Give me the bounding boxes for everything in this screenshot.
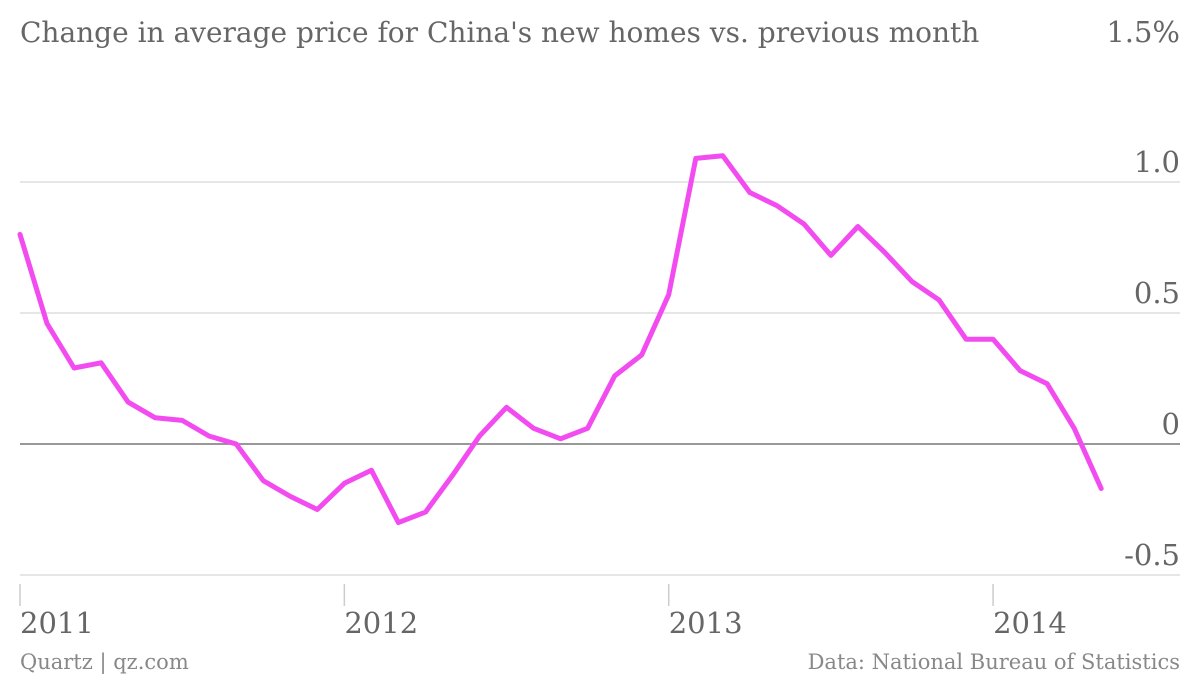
y-tick-label-3: 0 — [1162, 407, 1180, 441]
x-tick-label-2: 2013 — [669, 606, 743, 640]
y-tick-label-1: 1.0 — [1134, 145, 1180, 179]
chart-title: Change in average price for China's new … — [20, 16, 979, 49]
x-tick-label-3: 2014 — [993, 606, 1067, 640]
gridlines — [20, 181, 1180, 576]
y-axis-ticks: 1.5% 1.0 0.5 0 -0.5 — [1106, 15, 1180, 572]
series-line-0 — [17, 153, 1104, 526]
x-axis: 2011 2012 2013 2014 — [19, 584, 1067, 640]
series-layer — [17, 153, 1104, 526]
x-tick-label-1: 2012 — [344, 606, 418, 640]
data-source: Data: National Bureau of Statistics — [808, 650, 1180, 674]
source-credit: Quartz | qz.com — [20, 650, 189, 675]
y-tick-label-0: 1.5% — [1106, 15, 1180, 49]
y-tick-label-2: 0.5 — [1134, 276, 1180, 310]
y-tick-label-4: -0.5 — [1124, 538, 1180, 572]
x-tick-label-0: 2011 — [20, 606, 94, 640]
